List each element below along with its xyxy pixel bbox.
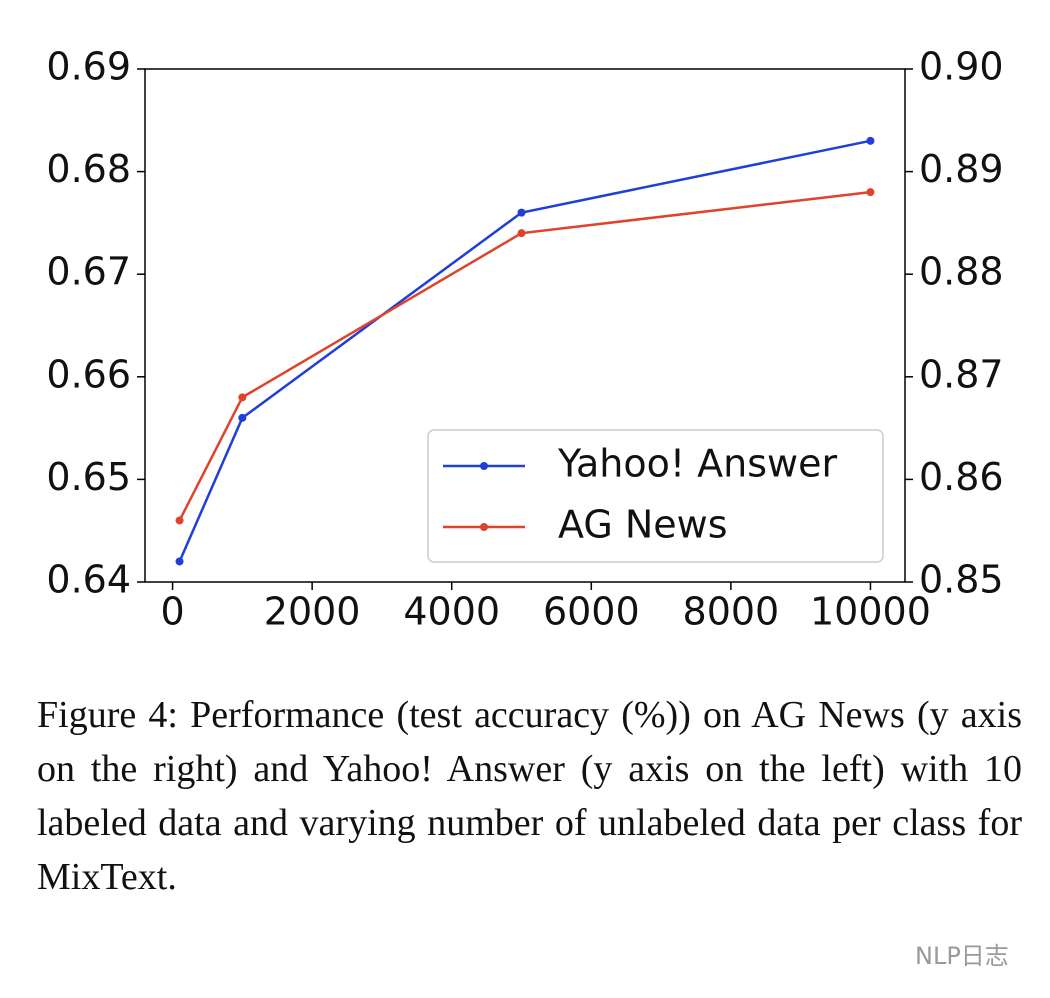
y-tick-label: 0.67: [46, 250, 131, 294]
series-point: [866, 188, 875, 197]
y-tick-label: 0.64: [46, 558, 131, 602]
x-tick-label: 8000: [683, 590, 780, 634]
series-point: [517, 208, 526, 217]
legend-marker: [480, 523, 488, 531]
y-tick-label: 0.68: [46, 147, 131, 191]
series-line: [178, 190, 871, 522]
series-point: [175, 557, 184, 566]
legend-box: [427, 429, 884, 563]
series-point: [517, 229, 526, 238]
y-tick-label: 0.66: [46, 352, 131, 396]
series-point: [175, 516, 184, 525]
y-tick-label: 0.65: [46, 455, 131, 499]
y2-tick-label: 0.89: [919, 147, 1004, 191]
y2-tick-label: 0.90: [919, 45, 1004, 89]
x-tick-label: 2000: [264, 590, 361, 634]
plot-frame: [144, 68, 906, 583]
watermark: NLP日志: [915, 942, 1009, 970]
x-tick-label: 0: [160, 590, 184, 634]
x-tick-label: 6000: [543, 590, 640, 634]
y2-tick-label: 0.87: [919, 352, 1004, 396]
y2-tick-label: 0.85: [919, 558, 1004, 602]
y-tick-label: 0.69: [46, 45, 131, 89]
caption: Figure 4: Performance (test accuracy (%)…: [37, 694, 1022, 898]
legend-label: AG News: [558, 503, 728, 547]
series-point: [866, 136, 875, 145]
x-tick-label: 10000: [810, 590, 931, 634]
x-tick-label: 4000: [403, 590, 500, 634]
series-point: [238, 413, 247, 422]
y2-tick-label: 0.86: [919, 455, 1004, 499]
legend-marker: [480, 462, 488, 470]
series-point: [238, 393, 247, 402]
legend-label: Yahoo! Answer: [557, 442, 837, 486]
chart: 0.64 0.65 0.66 0.67 0.68 0.69 0.85 0.86 0.87 0.88…: [46, 45, 1004, 634]
y2-tick-label: 0.88: [919, 250, 1004, 294]
